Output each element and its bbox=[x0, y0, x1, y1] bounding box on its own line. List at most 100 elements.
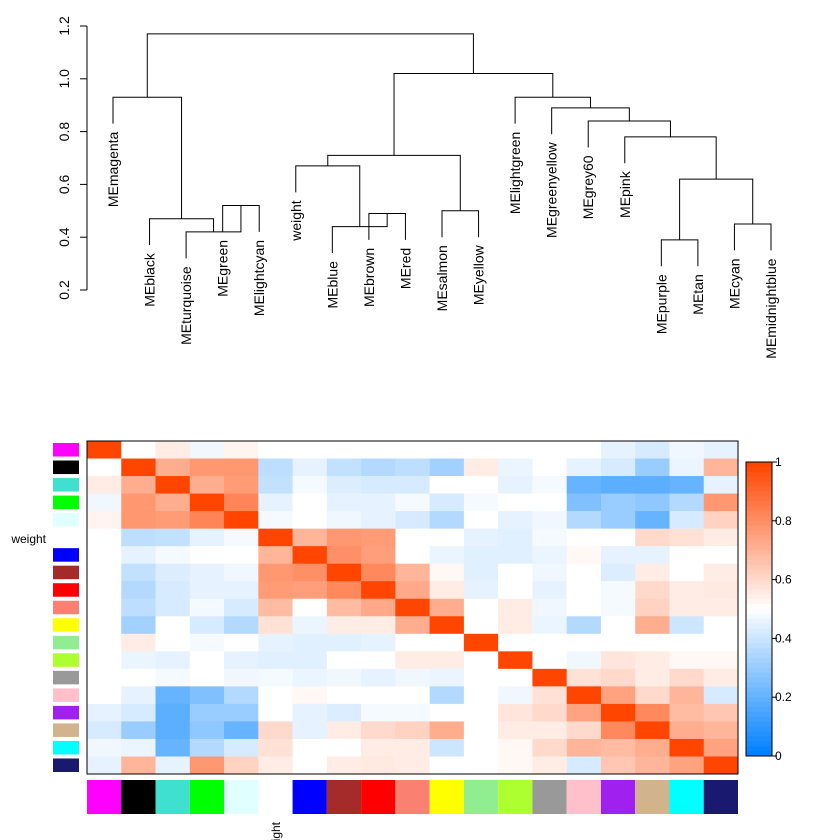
heatmap-cell bbox=[703, 721, 739, 740]
column-color-swatch bbox=[566, 780, 601, 814]
heatmap-cell bbox=[532, 633, 568, 652]
dendrogram-leaf-label: MEblack bbox=[142, 252, 158, 307]
heatmap-cell bbox=[463, 528, 499, 547]
heatmap-cell bbox=[600, 756, 636, 775]
heatmap-cell bbox=[87, 528, 122, 547]
heatmap-cell bbox=[635, 528, 670, 547]
heatmap-cell bbox=[87, 493, 122, 512]
heatmap-cell bbox=[566, 563, 602, 582]
heatmap-cell bbox=[635, 458, 670, 477]
heatmap-cell bbox=[463, 668, 499, 687]
heatmap-cell bbox=[292, 563, 328, 582]
heatmap-cell bbox=[292, 651, 328, 670]
heatmap-cell bbox=[498, 581, 533, 600]
heatmap-cell bbox=[463, 633, 499, 652]
heatmap-cell bbox=[532, 668, 568, 687]
heatmap-cell bbox=[635, 703, 670, 722]
heatmap-cell bbox=[669, 738, 705, 757]
heatmap-cell bbox=[463, 738, 499, 757]
heatmap-cell bbox=[326, 598, 362, 617]
heatmap-cell bbox=[703, 563, 739, 582]
heatmap-cell bbox=[189, 563, 225, 582]
heatmap-cell bbox=[189, 703, 225, 722]
row-color-swatch bbox=[53, 653, 79, 667]
heatmap-cell bbox=[121, 511, 156, 530]
heatmap-cell bbox=[669, 721, 705, 740]
heatmap-cell bbox=[224, 598, 259, 617]
heatmap-cell bbox=[395, 511, 431, 530]
colorbar-tick-label: 0.8 bbox=[775, 514, 792, 528]
colorbar-segment bbox=[746, 716, 772, 723]
heatmap-cell bbox=[703, 703, 739, 722]
heatmap-cell bbox=[224, 651, 259, 670]
heatmap-cell bbox=[361, 511, 396, 530]
heatmap-cell bbox=[121, 563, 156, 582]
heatmap-cell bbox=[566, 651, 602, 670]
heatmap-cell bbox=[498, 686, 533, 705]
heatmap-cell bbox=[463, 441, 499, 459]
colorbar-segment bbox=[746, 623, 772, 630]
dendrogram-leaf-label: MEbrown bbox=[361, 248, 377, 307]
colorbar-segment bbox=[746, 736, 772, 742]
heatmap-cell bbox=[326, 703, 362, 722]
colorbar-segment bbox=[746, 648, 772, 654]
heatmap-cell bbox=[395, 528, 431, 547]
dendrogram-link bbox=[146, 33, 474, 98]
heatmap-cell bbox=[361, 756, 396, 775]
heatmap-cell bbox=[703, 598, 739, 617]
colorbar-segment bbox=[746, 711, 772, 718]
heatmap-cell bbox=[498, 721, 533, 740]
heatmap-cell bbox=[155, 476, 191, 494]
row-color-swatch bbox=[53, 600, 79, 615]
heatmap-cell bbox=[224, 738, 259, 757]
heatmap-cell bbox=[498, 633, 533, 652]
colorbar-segment bbox=[746, 466, 772, 473]
row-color-swatch bbox=[53, 460, 79, 475]
heatmap-cell bbox=[258, 563, 293, 582]
row-color-swatch bbox=[53, 618, 79, 632]
heatmap-cell bbox=[498, 458, 533, 477]
heatmap-cell bbox=[635, 563, 670, 582]
heatmap-cell bbox=[600, 493, 636, 512]
heatmap-cell bbox=[669, 598, 705, 617]
colorbar-segment bbox=[746, 530, 772, 536]
heatmap-cell bbox=[498, 493, 533, 512]
dendrogram-y-tick-label: 0.6 bbox=[56, 174, 72, 194]
heatmap-cell bbox=[326, 476, 362, 494]
colorbar-segment bbox=[746, 653, 772, 659]
heatmap-cell bbox=[87, 633, 122, 652]
row-color-swatch bbox=[53, 548, 79, 562]
heatmap-cell bbox=[395, 651, 431, 670]
heatmap-cell bbox=[292, 703, 328, 722]
colorbar-segment bbox=[746, 476, 772, 483]
colorbar-tick-label: 0 bbox=[775, 749, 782, 763]
colorbar-segment bbox=[746, 515, 772, 522]
dendrogram-y-tick-label: 1.0 bbox=[56, 69, 72, 89]
heatmap-cell bbox=[292, 546, 328, 565]
dendrogram-leaf-label: MEcyan bbox=[726, 258, 742, 309]
heatmap-cell bbox=[361, 738, 396, 757]
heatmap-cell bbox=[635, 511, 670, 530]
heatmap-cell bbox=[121, 616, 156, 635]
heatmap-cell bbox=[326, 686, 362, 705]
colorbar-segment bbox=[746, 609, 772, 615]
heatmap-cell bbox=[532, 581, 568, 600]
heatmap-cell bbox=[463, 598, 499, 617]
heatmap-cell bbox=[600, 668, 636, 687]
heatmap-cell bbox=[326, 738, 362, 757]
colorbar-segment bbox=[746, 496, 772, 502]
heatmap-cell bbox=[155, 651, 191, 670]
heatmap-cell bbox=[532, 598, 568, 617]
heatmap-cell bbox=[566, 686, 602, 705]
heatmap-cell bbox=[224, 686, 259, 705]
heatmap-cell bbox=[463, 756, 499, 775]
heatmap-cell bbox=[463, 493, 499, 512]
heatmap-cell bbox=[600, 458, 636, 477]
colorbar-segment bbox=[746, 462, 772, 468]
heatmap-cell bbox=[121, 528, 156, 547]
heatmap-cell bbox=[155, 581, 191, 600]
heatmap-cell bbox=[87, 511, 122, 530]
heatmap-cell bbox=[292, 511, 328, 530]
heatmap-cell bbox=[326, 756, 362, 775]
heatmap-cell bbox=[635, 546, 670, 565]
